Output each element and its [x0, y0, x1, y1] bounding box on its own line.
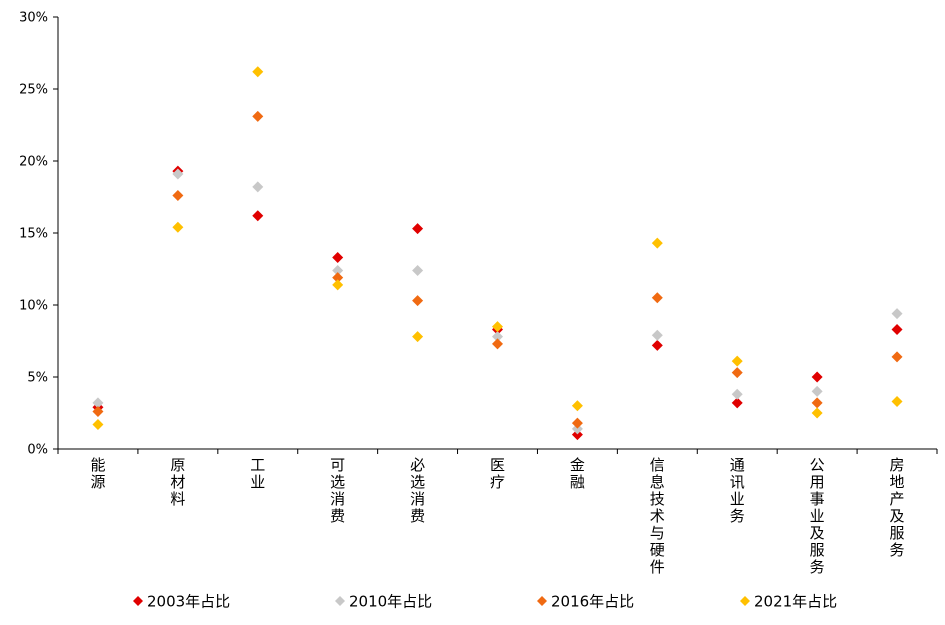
y-tick-label: 25% — [19, 83, 48, 98]
data-point — [891, 308, 903, 320]
x-category-label: 必选消费 — [410, 456, 425, 525]
data-point — [891, 351, 903, 363]
data-point — [811, 371, 823, 383]
x-category-label: 公用事业及服务 — [810, 456, 825, 576]
series-1 — [92, 165, 903, 441]
data-point — [172, 221, 184, 233]
legend: 2003年占比 2010年占比 2016年占比 2021年占比 — [133, 593, 837, 611]
x-category-label: 医疗 — [490, 456, 505, 491]
data-point — [252, 181, 264, 193]
data-point — [811, 397, 823, 409]
data-point — [571, 417, 583, 429]
data-point — [571, 400, 583, 412]
x-category-label: 工业 — [250, 456, 265, 491]
y-tick-label: 15% — [19, 227, 48, 242]
legend-label: 2016年占比 — [551, 593, 634, 611]
data-point — [651, 329, 663, 341]
legend-label: 2010年占比 — [349, 593, 432, 611]
y-tick-label: 0% — [27, 443, 48, 458]
data-points — [92, 66, 903, 441]
data-point — [571, 423, 583, 435]
data-point — [412, 331, 424, 343]
data-point — [332, 251, 344, 263]
data-point — [811, 407, 823, 419]
y-tick-label: 20% — [19, 155, 48, 170]
data-point — [731, 355, 743, 367]
series-4 — [92, 66, 903, 431]
x-category-label: 房地产及服务 — [890, 456, 905, 559]
legend-item: 2010年占比 — [335, 593, 432, 611]
data-point — [891, 323, 903, 335]
x-category-label: 通讯业务 — [730, 456, 745, 525]
data-point — [492, 338, 503, 350]
y-axis-ticks: 0% 5% 10% 15% 20% 25% 30% — [19, 11, 58, 458]
series-2 — [92, 168, 903, 435]
data-point — [172, 168, 184, 180]
data-point — [811, 385, 823, 397]
x-category-label: 能源 — [90, 456, 105, 491]
data-point — [92, 406, 104, 418]
data-point — [172, 190, 184, 202]
data-point — [651, 292, 663, 304]
data-point — [252, 210, 264, 222]
data-point — [731, 367, 743, 379]
x-axis-labels: 能源 原材料 工业 可选消费 必选消费 医疗 金融 信息技术与硬件 通讯业务 公用事业及服务 房地产… — [90, 456, 904, 576]
series-3 — [92, 110, 903, 429]
x-category-label: 原材料 — [170, 456, 185, 508]
data-point — [571, 429, 583, 441]
legend-label: 2021年占比 — [754, 593, 837, 611]
x-category-label: 金融 — [570, 456, 585, 491]
legend-marker-icon — [133, 596, 143, 606]
data-point — [92, 419, 104, 431]
data-point — [731, 388, 743, 400]
data-point — [92, 397, 104, 409]
data-point — [651, 237, 663, 249]
data-point — [492, 331, 503, 343]
legend-label: 2003年占比 — [147, 593, 230, 611]
y-tick-label: 10% — [19, 299, 48, 314]
data-point — [252, 110, 264, 122]
legend-marker-icon — [537, 596, 547, 606]
data-point — [412, 295, 424, 307]
legend-item: 2003年占比 — [133, 593, 230, 611]
chart-axes — [57, 17, 938, 454]
data-point — [332, 264, 344, 276]
data-point — [492, 321, 503, 333]
data-point — [332, 272, 344, 284]
data-point — [412, 223, 424, 235]
data-point — [731, 397, 743, 409]
data-point — [891, 395, 903, 407]
legend-marker-icon — [740, 596, 750, 606]
legend-item: 2016年占比 — [537, 593, 634, 611]
data-point — [651, 339, 663, 351]
y-tick-label: 30% — [19, 11, 48, 26]
x-category-label: 可选消费 — [330, 456, 345, 525]
data-point — [252, 66, 264, 78]
x-category-label: 信息技术与硬件 — [650, 456, 665, 576]
legend-marker-icon — [335, 596, 345, 606]
data-point — [332, 279, 344, 291]
legend-item: 2021年占比 — [740, 593, 837, 611]
data-point — [412, 264, 424, 276]
y-tick-label: 5% — [27, 371, 48, 386]
